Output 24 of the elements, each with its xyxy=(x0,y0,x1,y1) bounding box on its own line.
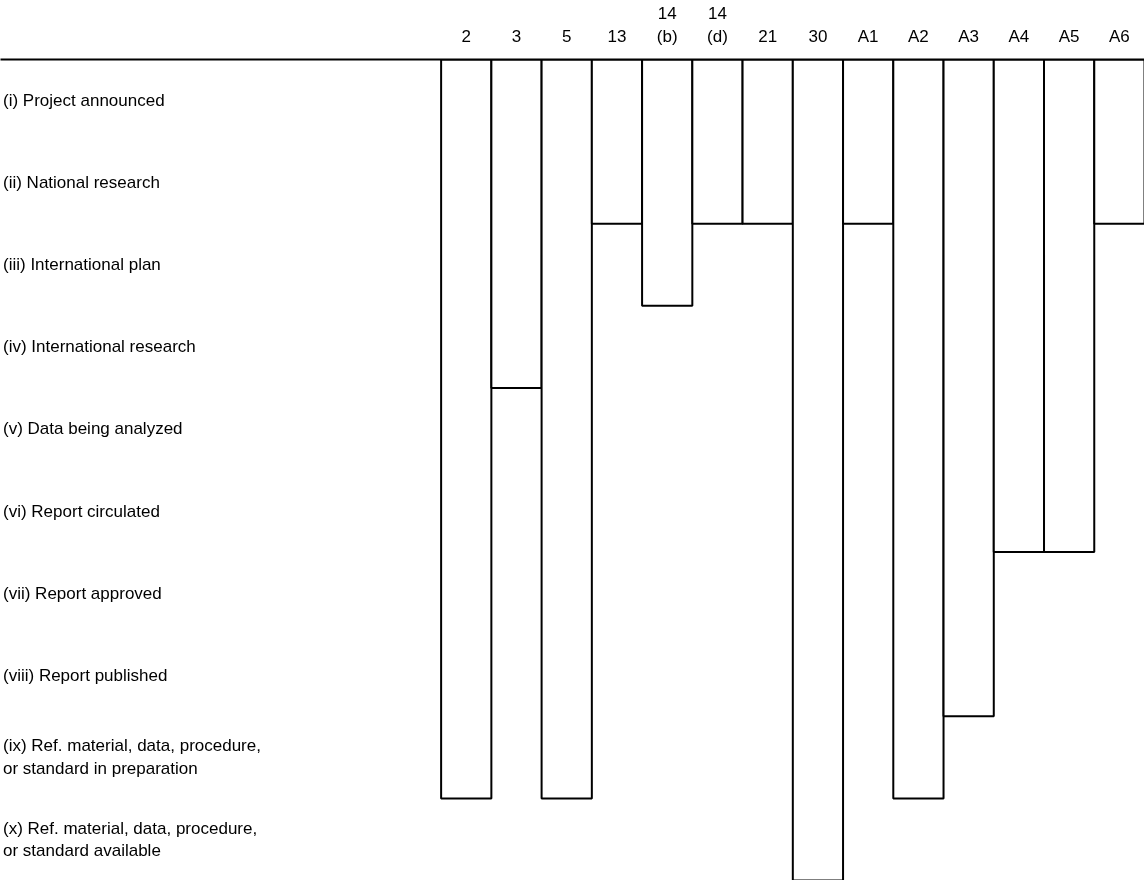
text: (x) Ref. material, data, procedure, or standard available xyxy=(3,818,258,861)
x-tick-label: A1 xyxy=(857,26,879,46)
text: (ix) Ref. material, data, procedure, or standard in preparation xyxy=(3,736,261,779)
text: (v) Data being analyzed xyxy=(3,419,183,439)
text: (vi) Report circulated xyxy=(3,501,160,521)
x-tick-label: A2 xyxy=(908,26,929,46)
x-tick-label: 13 xyxy=(607,26,627,46)
x-tick-label: A6 xyxy=(1108,26,1130,46)
text: (i) Project announced xyxy=(3,91,165,111)
x-tick-label: 14 (b) xyxy=(656,3,678,46)
text: (iv) International research xyxy=(3,337,196,357)
x-tick-label: 30 xyxy=(808,26,828,46)
x-tick-label: A4 xyxy=(1008,26,1030,46)
text: (iii) International plan xyxy=(3,255,161,275)
x-tick-label: 14 (d) xyxy=(707,3,728,46)
text: (vii) Report approved xyxy=(3,583,162,603)
text: (viii) Report published xyxy=(3,665,168,685)
text: (ii) National research xyxy=(3,173,160,193)
x-tick-label: A5 xyxy=(1058,26,1080,46)
x-tick-label: 2 xyxy=(461,26,471,46)
x-tick-label: 21 xyxy=(758,26,778,46)
x-tick-label: 3 xyxy=(511,26,522,46)
x-tick-label: 5 xyxy=(561,26,572,46)
x-tick-label: A3 xyxy=(958,26,980,46)
